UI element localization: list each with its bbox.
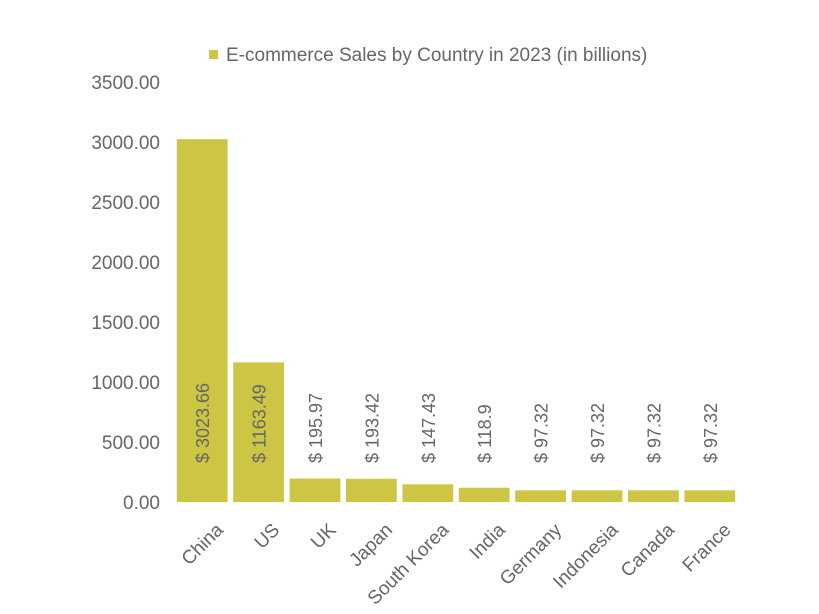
data-label: $ 97.32 xyxy=(701,403,721,463)
bar xyxy=(233,362,284,502)
bar xyxy=(346,478,397,502)
y-tick-label: 0.00 xyxy=(123,493,160,514)
x-tick-label: US xyxy=(251,520,285,554)
bars xyxy=(176,139,736,502)
x-tick-label: China xyxy=(178,519,228,569)
x-tick-label: France xyxy=(679,520,736,577)
bar xyxy=(628,490,679,502)
x-tick-label: Japan xyxy=(346,520,397,571)
y-tick-label: 500.00 xyxy=(102,433,160,454)
bar xyxy=(402,484,454,502)
data-label: $ 97.32 xyxy=(644,403,664,463)
data-labels: $ 3023.66 $ 1163.49 $ 195.97 $ 193.42 $ 147.… xyxy=(193,383,721,463)
legend-label: E-commerce Sales by Country in 2023 (in … xyxy=(226,45,647,66)
bar xyxy=(571,490,623,502)
x-tick-label: India xyxy=(466,519,510,563)
data-label: $ 118.9 xyxy=(475,404,495,463)
data-label: $ 193.42 xyxy=(362,393,382,463)
data-label: $ 147.43 xyxy=(419,393,439,463)
bar xyxy=(176,139,228,502)
data-label: $ 195.97 xyxy=(306,393,326,463)
y-tick-label: 1500.00 xyxy=(91,313,160,334)
bar xyxy=(515,490,566,502)
data-label: $ 97.32 xyxy=(532,403,552,463)
data-label: $ 1163.49 xyxy=(250,384,270,463)
legend: E-commerce Sales by Country in 2023 (in … xyxy=(209,45,647,66)
y-tick-label: 1000.00 xyxy=(91,373,160,394)
y-tick-label: 2000.00 xyxy=(91,253,160,274)
legend-swatch xyxy=(209,50,218,59)
y-axis: 0.00 500.00 1000.00 1500.00 2000.00 2500.00 30… xyxy=(91,73,160,514)
y-tick-label: 3500.00 xyxy=(91,73,160,94)
x-tick-label: UK xyxy=(307,520,341,554)
bar xyxy=(684,490,736,502)
y-tick-label: 2500.00 xyxy=(91,193,160,214)
x-tick-label: Canada xyxy=(617,519,679,581)
data-label: $ 3023.66 xyxy=(193,383,213,463)
bar xyxy=(458,487,510,502)
data-label: $ 97.32 xyxy=(588,403,608,463)
bar xyxy=(289,478,341,502)
y-tick-label: 3000.00 xyxy=(91,133,160,154)
